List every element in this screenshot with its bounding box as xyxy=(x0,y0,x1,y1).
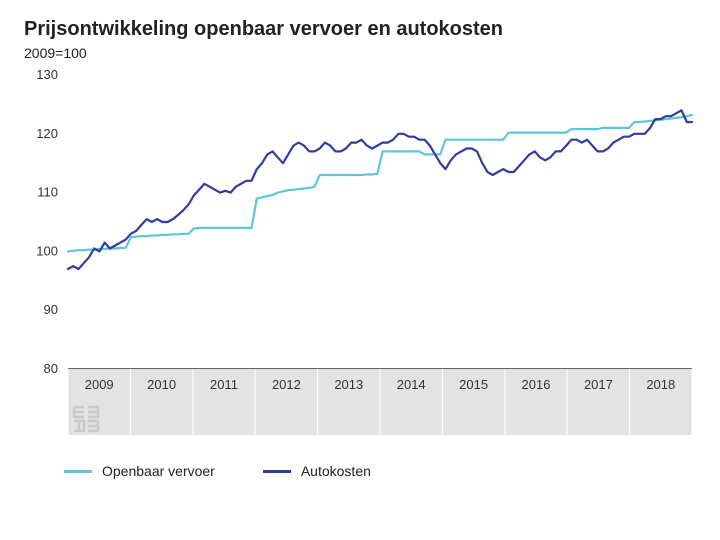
y-axis-label: 80 xyxy=(44,361,58,376)
x-axis-label: 2015 xyxy=(459,377,488,392)
x-axis-label: 2014 xyxy=(397,377,426,392)
series-line-autokosten xyxy=(68,110,692,269)
x-axis-label: 2017 xyxy=(584,377,613,392)
y-axis-label: 100 xyxy=(36,243,58,258)
chart-container: Prijsontwikkeling openbaar vervoer en au… xyxy=(0,0,720,540)
legend-swatch xyxy=(64,470,92,473)
legend-swatch xyxy=(263,470,291,473)
legend-label: Openbaar vervoer xyxy=(102,463,215,479)
legend-item-autokosten: Autokosten xyxy=(263,463,371,479)
chart-subtitle: 2009=100 xyxy=(24,45,696,61)
chart-title: Prijsontwikkeling openbaar vervoer en au… xyxy=(24,18,696,41)
chart-plot-area: 80 90 100 110 120 130 2009 2010 2011 2012 2013 2014… xyxy=(24,69,696,439)
x-axis-label: 2010 xyxy=(147,377,176,392)
x-axis-label: 2018 xyxy=(646,377,675,392)
legend: Openbaar vervoer Autokosten xyxy=(24,463,696,479)
legend-item-openbaar-vervoer: Openbaar vervoer xyxy=(64,463,215,479)
x-axis-label: 2012 xyxy=(272,377,301,392)
series-line-openbaar-vervoer xyxy=(68,115,692,251)
y-axis-label: 90 xyxy=(44,302,58,317)
chart-svg: 80 90 100 110 120 130 2009 2010 2011 2012 2013 2014… xyxy=(24,69,696,439)
x-axis-label: 2009 xyxy=(85,377,114,392)
legend-label: Autokosten xyxy=(301,463,371,479)
y-axis-label: 130 xyxy=(36,67,58,82)
y-axis-label: 110 xyxy=(37,185,58,200)
y-axis-label: 120 xyxy=(36,126,58,141)
x-axis-label: 2016 xyxy=(522,377,551,392)
x-axis-label: 2013 xyxy=(334,377,363,392)
x-axis-label: 2011 xyxy=(210,377,238,392)
